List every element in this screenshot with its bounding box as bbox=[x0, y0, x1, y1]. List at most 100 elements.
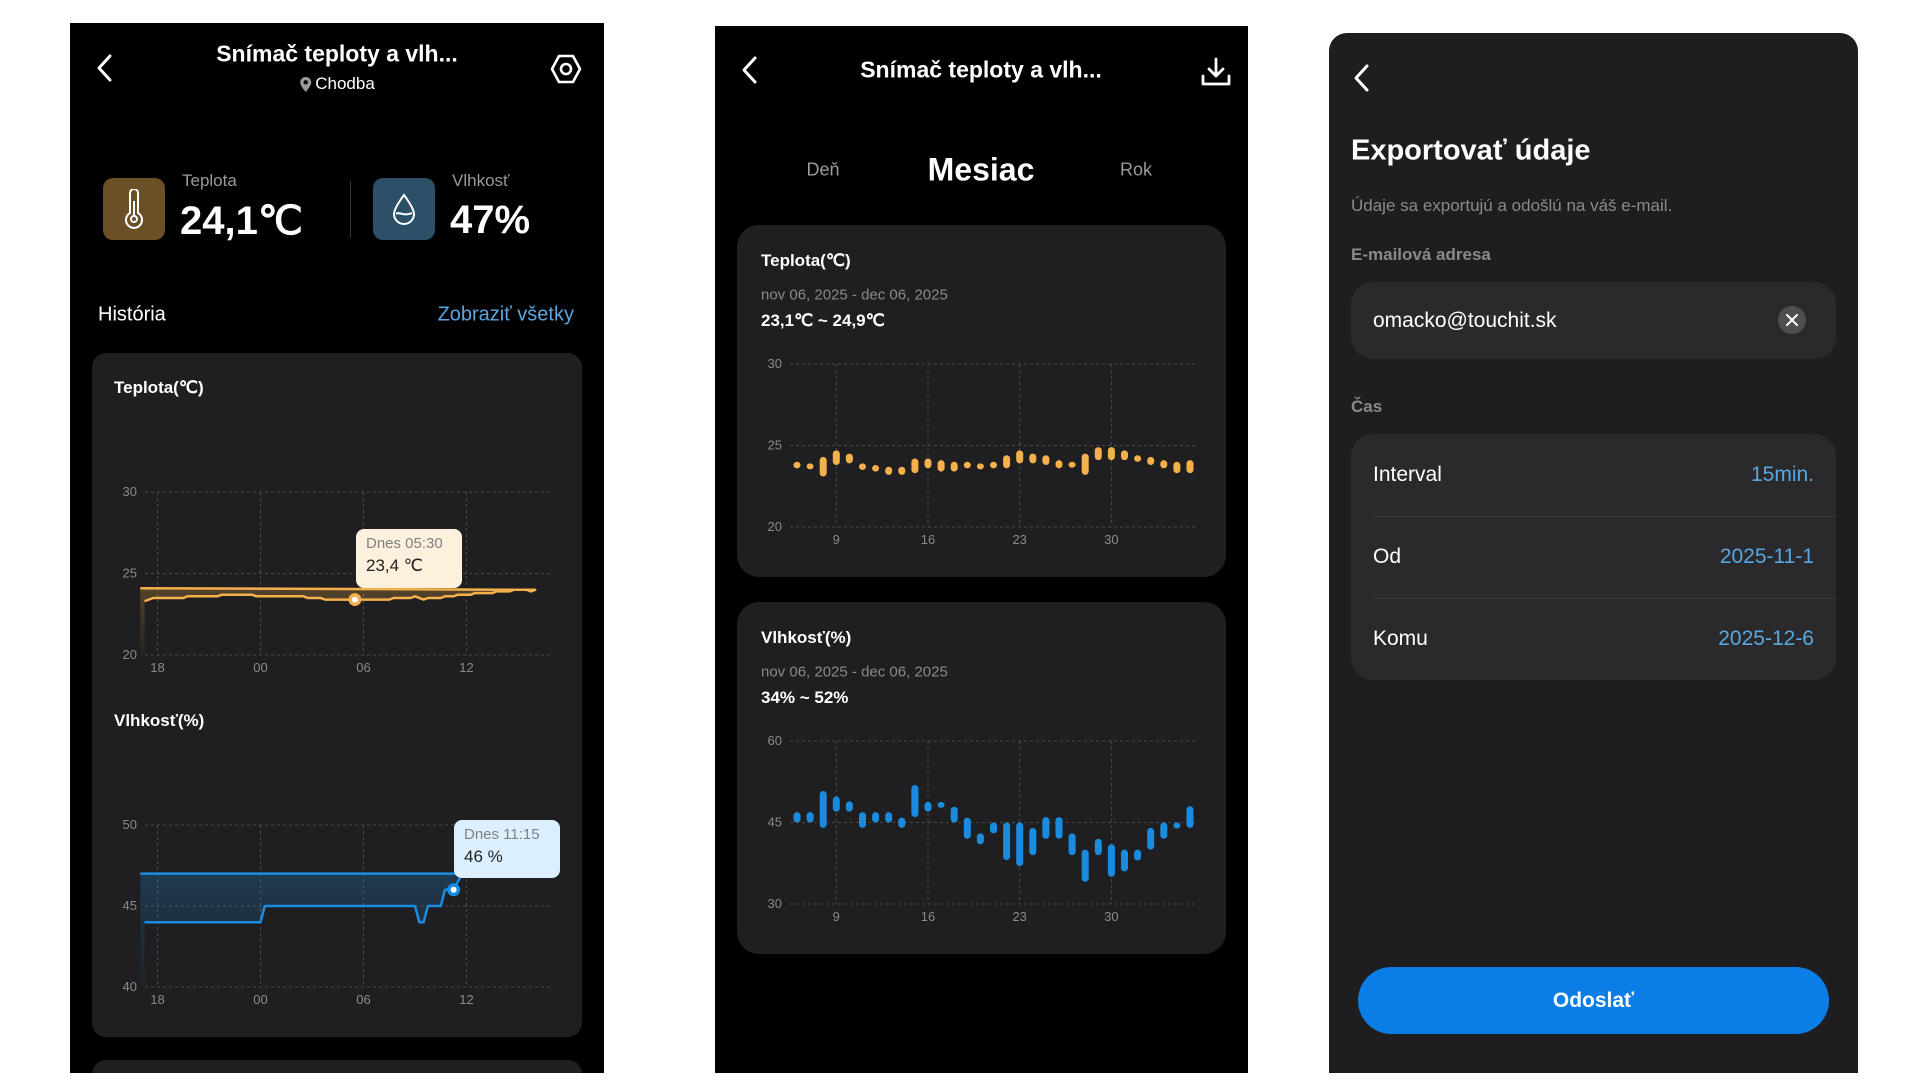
range-bar bbox=[1094, 838, 1102, 856]
range-bar bbox=[1068, 461, 1076, 468]
range-bar bbox=[819, 790, 827, 828]
range-bar bbox=[990, 822, 997, 834]
hum-tooltip: Dnes 11:15 46 % bbox=[454, 820, 560, 878]
row-label: Komu bbox=[1373, 627, 1428, 650]
row-value[interactable]: 2025-12-6 bbox=[1718, 627, 1814, 650]
range-bar bbox=[845, 801, 853, 812]
back-icon[interactable] bbox=[739, 55, 761, 85]
download-icon[interactable] bbox=[1200, 56, 1232, 88]
show-all-link[interactable]: Zobraziť všetky bbox=[437, 303, 574, 326]
range-bar bbox=[1121, 450, 1128, 461]
range-bar bbox=[990, 461, 997, 469]
range-bar bbox=[963, 817, 971, 839]
water-drop-icon-box bbox=[373, 178, 435, 240]
range-bar bbox=[898, 817, 906, 828]
temperature-value: 24,1℃ bbox=[180, 199, 303, 243]
highlight-point-center bbox=[351, 596, 358, 603]
range-bar bbox=[1029, 453, 1037, 464]
month-temp-card bbox=[737, 225, 1226, 577]
back-icon[interactable] bbox=[1351, 63, 1373, 93]
tooltip-value: 23,4 ℃ bbox=[366, 556, 423, 575]
range-bar bbox=[872, 812, 880, 823]
y-tick-label: 40 bbox=[123, 979, 137, 994]
range-bar bbox=[1081, 849, 1089, 882]
range-bar bbox=[832, 796, 840, 812]
range-bar bbox=[1068, 833, 1076, 856]
y-tick-label: 50 bbox=[123, 817, 137, 832]
clear-button[interactable] bbox=[1778, 306, 1806, 334]
range-bar bbox=[885, 812, 893, 823]
range-bar bbox=[976, 833, 984, 845]
x-tick-label: 30 bbox=[1104, 532, 1118, 547]
row-value[interactable]: 15min. bbox=[1750, 463, 1814, 486]
time-settings: Interval 15min. Od 2025-11-1 Komu 2025-1… bbox=[1351, 434, 1836, 680]
range-bar bbox=[1173, 461, 1181, 474]
x-tick-label: 12 bbox=[459, 992, 473, 1007]
from-row[interactable]: Od 2025-11-1 bbox=[1351, 516, 1836, 598]
x-tick-label: 12 bbox=[459, 660, 473, 675]
email-input[interactable]: omacko@touchit.sk bbox=[1373, 308, 1557, 332]
range-bar bbox=[911, 785, 919, 818]
temp-chart-title: Teplota(℃) bbox=[114, 378, 204, 397]
area-fill bbox=[140, 873, 463, 987]
x-tick-label: 18 bbox=[150, 660, 164, 675]
email-field[interactable]: omacko@touchit.sk bbox=[1351, 282, 1836, 359]
hum-card-title: Vlhkosť(%) bbox=[761, 628, 852, 647]
y-tick-label: 25 bbox=[768, 438, 782, 453]
water-drop-icon bbox=[392, 193, 416, 225]
to-row[interactable]: Komu 2025-12-6 bbox=[1351, 598, 1836, 680]
tab-day[interactable]: Deň bbox=[806, 159, 840, 180]
page-subtitle: Údaje sa exportujú a odošlú na váš e-mai… bbox=[1351, 196, 1673, 215]
range-bar bbox=[1003, 455, 1011, 469]
range-bar bbox=[819, 456, 827, 477]
thermometer-icon-box bbox=[103, 178, 165, 240]
x-tick-label: 23 bbox=[1012, 532, 1026, 547]
y-tick-label: 20 bbox=[768, 519, 782, 534]
range-bar bbox=[859, 812, 866, 828]
temp-card-title: Teplota(℃) bbox=[761, 251, 851, 270]
tooltip-time: Dnes 05:30 bbox=[366, 535, 443, 552]
range-bar bbox=[1160, 460, 1168, 469]
range-bar bbox=[1147, 456, 1155, 466]
range-bar bbox=[950, 461, 958, 472]
range-bar bbox=[1055, 460, 1063, 469]
page-title: Exportovať údaje bbox=[1351, 134, 1591, 167]
x-tick-label: 16 bbox=[921, 909, 935, 924]
tab-year[interactable]: Rok bbox=[1119, 159, 1153, 180]
submit-button[interactable]: Odoslať bbox=[1358, 967, 1829, 1034]
y-tick-label: 30 bbox=[768, 896, 782, 911]
range-bar bbox=[859, 463, 866, 470]
hum-date-range: nov 06, 2025 - dec 06, 2025 bbox=[761, 663, 948, 681]
divider bbox=[350, 181, 351, 238]
interval-row[interactable]: Interval 15min. bbox=[1351, 434, 1836, 516]
hum-chart-title: Vlhkosť(%) bbox=[114, 711, 205, 730]
y-tick-label: 20 bbox=[123, 647, 137, 662]
range-bar bbox=[1160, 822, 1168, 839]
row-label: Interval bbox=[1373, 463, 1442, 486]
range-bar bbox=[976, 463, 984, 470]
range-bar bbox=[806, 463, 814, 470]
highlight-point-center bbox=[450, 886, 457, 893]
x-tick-label: 06 bbox=[356, 660, 370, 675]
row-value[interactable]: 2025-11-1 bbox=[1719, 545, 1814, 568]
hum-value-range: 34% ~ 52% bbox=[761, 688, 849, 707]
range-bar bbox=[1147, 827, 1155, 850]
range-bar bbox=[885, 466, 893, 475]
back-icon[interactable] bbox=[94, 53, 116, 83]
range-bar bbox=[898, 466, 906, 475]
x-tick-label: 30 bbox=[1104, 909, 1118, 924]
x-tick-label: 00 bbox=[253, 660, 267, 675]
settings-icon[interactable] bbox=[550, 53, 582, 85]
history-heading: História bbox=[98, 303, 166, 326]
row-label: Od bbox=[1373, 545, 1402, 568]
device-title: Snímač teploty a vlh... bbox=[860, 56, 1102, 83]
range-bar bbox=[1107, 844, 1115, 877]
humidity-value: 47% bbox=[450, 198, 531, 242]
divider bbox=[1373, 598, 1836, 599]
tab-month[interactable]: Mesiac bbox=[927, 151, 1035, 188]
range-bar bbox=[1186, 460, 1194, 474]
day-charts: 30 25 20 18 00 06 12 50 45 40 18 00 06 12 bbox=[123, 484, 553, 1007]
divider bbox=[1373, 516, 1836, 517]
thermometer-icon bbox=[125, 189, 143, 229]
x-tick-label: 18 bbox=[150, 992, 164, 1007]
